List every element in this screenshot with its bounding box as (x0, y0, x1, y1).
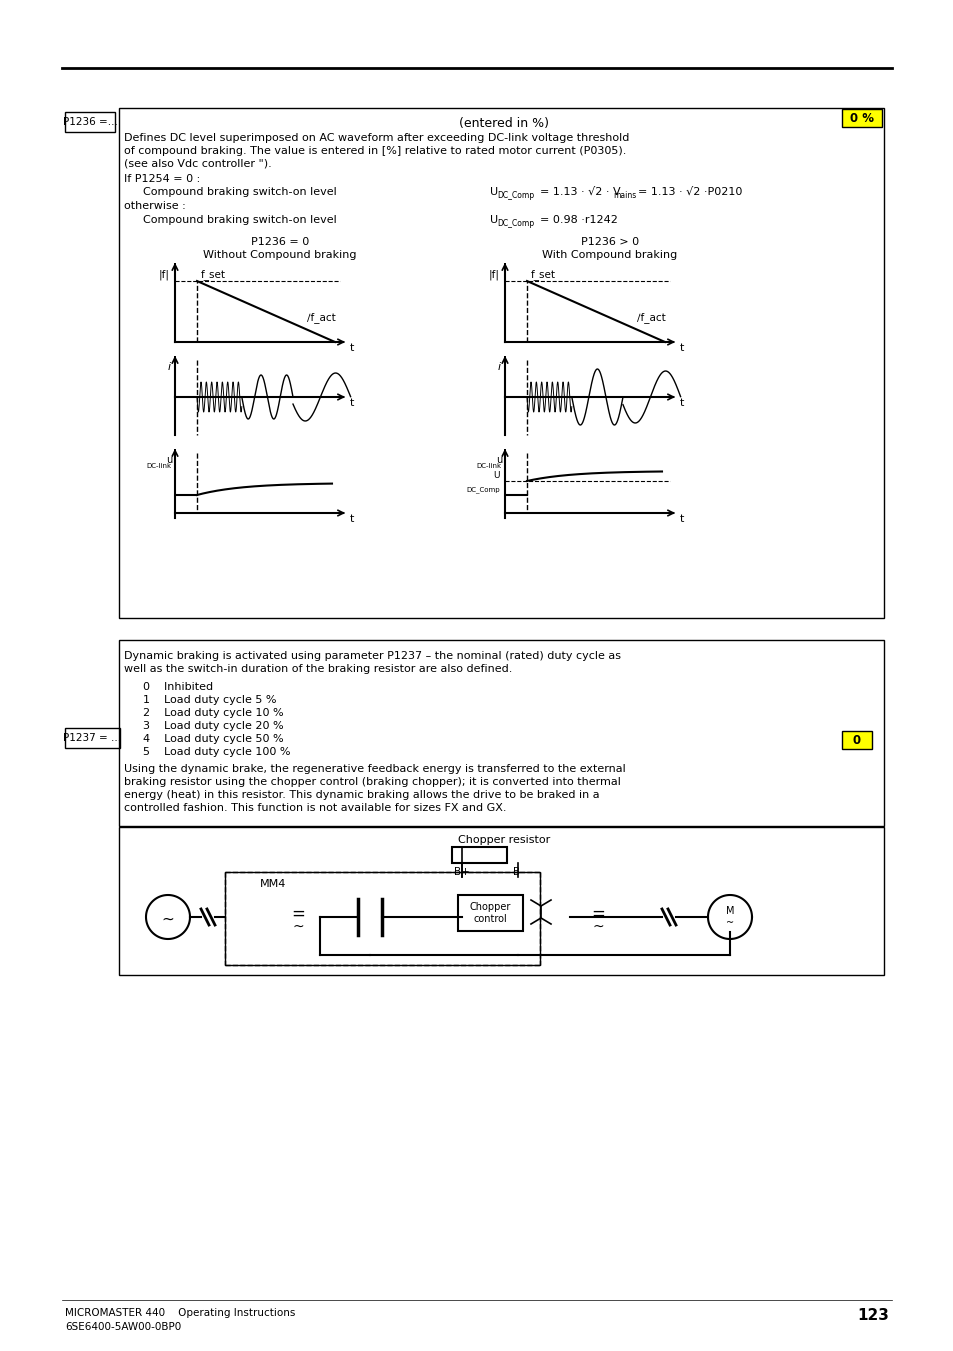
Text: If P1254 = 0 :: If P1254 = 0 : (124, 174, 200, 184)
Text: = 1.13 · √2 ·P0210: = 1.13 · √2 ·P0210 (638, 186, 741, 197)
Text: t: t (350, 343, 354, 353)
Text: MM4: MM4 (260, 880, 286, 889)
Text: Without Compound braking: Without Compound braking (203, 250, 356, 259)
Text: = 1.13 · √2 · V: = 1.13 · √2 · V (539, 186, 620, 197)
Bar (65, 112, 115, 132)
Text: Compound braking switch-on level: Compound braking switch-on level (143, 186, 336, 197)
Text: t: t (679, 513, 683, 524)
Text: 4    Load duty cycle 50 %: 4 Load duty cycle 50 % (143, 734, 283, 744)
Text: well as the switch-in duration of the braking resistor are also defined.: well as the switch-in duration of the br… (124, 663, 512, 674)
Bar (841, 731, 871, 748)
Bar (225, 871, 539, 965)
Text: energy (heat) in this resistor. This dynamic braking allows the drive to be brak: energy (heat) in this resistor. This dyn… (124, 790, 599, 800)
Bar (65, 728, 120, 748)
Text: ∕f_act: ∕f_act (307, 312, 335, 323)
Text: braking resistor using the chopper control (braking chopper); it is converted in: braking resistor using the chopper contr… (124, 777, 620, 788)
Text: |f|: |f| (489, 269, 499, 280)
Text: f_set: f_set (201, 269, 226, 280)
Text: B+: B+ (454, 867, 470, 877)
Text: 0: 0 (852, 734, 861, 747)
Text: U: U (490, 215, 497, 226)
Text: ~: ~ (592, 920, 603, 934)
Text: DC-link: DC-link (147, 463, 172, 469)
Text: With Compound braking: With Compound braking (542, 250, 677, 259)
Text: 0 %: 0 % (849, 112, 873, 124)
Text: P1237 = ...: P1237 = ... (63, 734, 121, 743)
Text: ∕f_act: ∕f_act (637, 312, 665, 323)
Text: |f|: |f| (159, 269, 170, 280)
Text: t: t (679, 343, 683, 353)
Text: (see also Vdc controller ").: (see also Vdc controller "). (124, 159, 272, 169)
Text: 0    Inhibited: 0 Inhibited (143, 682, 213, 692)
Text: u: u (496, 455, 501, 465)
Text: t: t (679, 399, 683, 408)
Text: controlled fashion. This function is not available for sizes FX and GX.: controlled fashion. This function is not… (124, 802, 506, 813)
Text: t: t (350, 399, 354, 408)
Bar (457, 894, 522, 931)
Text: u: u (166, 455, 172, 465)
Text: DC_Comp: DC_Comp (466, 486, 499, 493)
Text: = 0.98 ·r1242: = 0.98 ·r1242 (539, 215, 618, 226)
Text: 2    Load duty cycle 10 %: 2 Load duty cycle 10 % (143, 708, 283, 717)
Bar (119, 108, 883, 617)
Text: otherwise :: otherwise : (124, 201, 186, 211)
Bar (119, 640, 883, 825)
Text: f_set: f_set (531, 269, 556, 280)
Text: 123: 123 (856, 1308, 888, 1323)
Text: P1236 > 0: P1236 > 0 (580, 236, 639, 247)
Text: DC_Comp: DC_Comp (497, 190, 534, 200)
Text: ~: ~ (161, 912, 174, 927)
Text: Using the dynamic brake, the regenerative feedback energy is transferred to the : Using the dynamic brake, the regenerativ… (124, 765, 625, 774)
Text: P1236 =...: P1236 =... (63, 118, 117, 127)
Text: =: = (291, 905, 305, 923)
Text: 5    Load duty cycle 100 %: 5 Load duty cycle 100 % (143, 747, 291, 757)
Text: Dynamic braking is activated using parameter P1237 – the nominal (rated) duty cy: Dynamic braking is activated using param… (124, 651, 620, 661)
Text: mains: mains (613, 190, 636, 200)
Bar (452, 847, 506, 863)
Text: U: U (490, 186, 497, 197)
Text: 1    Load duty cycle 5 %: 1 Load duty cycle 5 % (143, 694, 276, 705)
Text: Chopper
control: Chopper control (469, 902, 510, 924)
Text: Chopper resistor: Chopper resistor (457, 835, 550, 844)
Bar (119, 827, 883, 975)
Text: B-: B- (512, 867, 523, 877)
Text: DC_Comp: DC_Comp (497, 219, 534, 228)
Text: P1236 = 0: P1236 = 0 (251, 236, 309, 247)
Text: i: i (497, 362, 500, 372)
Text: MICROMASTER 440    Operating Instructions: MICROMASTER 440 Operating Instructions (65, 1308, 295, 1319)
Text: ~: ~ (292, 920, 303, 934)
Text: t: t (350, 513, 354, 524)
Bar (841, 109, 882, 127)
Text: of compound braking. The value is entered in [%] relative to rated motor current: of compound braking. The value is entere… (124, 146, 626, 155)
Text: DC-link: DC-link (476, 463, 501, 469)
Text: U: U (493, 471, 499, 480)
Text: M
~: M ~ (725, 907, 734, 928)
Text: 3    Load duty cycle 20 %: 3 Load duty cycle 20 % (143, 721, 283, 731)
Text: =: = (591, 905, 604, 923)
Text: Defines DC level superimposed on AC waveform after exceeding DC-link voltage thr: Defines DC level superimposed on AC wave… (124, 132, 629, 143)
Text: 6SE6400-5AW00-0BP0: 6SE6400-5AW00-0BP0 (65, 1323, 181, 1332)
Text: (entered in %): (entered in %) (458, 118, 548, 130)
Text: Compound braking switch-on level: Compound braking switch-on level (143, 215, 336, 226)
Text: i: i (168, 362, 171, 372)
